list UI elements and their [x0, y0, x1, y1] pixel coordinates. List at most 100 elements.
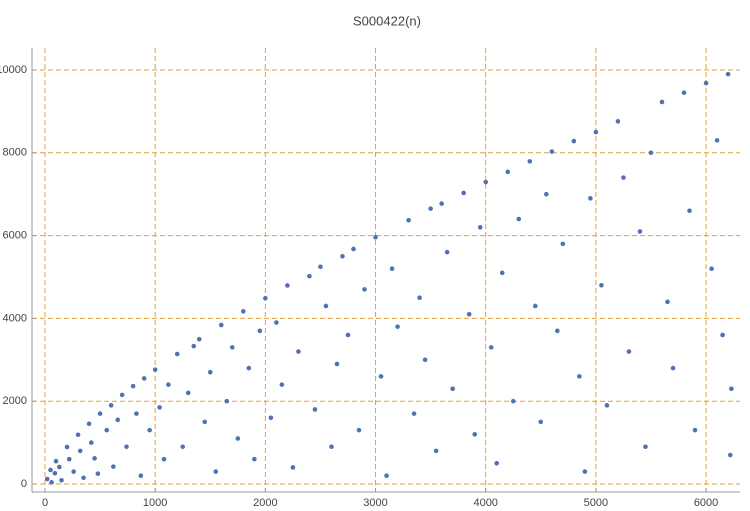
y-tick-label: 4000 [3, 312, 27, 324]
point [274, 320, 279, 325]
point [703, 80, 709, 86]
point [64, 444, 70, 450]
point [119, 392, 125, 398]
point [81, 475, 86, 481]
point [207, 369, 213, 375]
point [477, 225, 483, 230]
point [174, 351, 180, 357]
point [527, 159, 533, 164]
point [86, 421, 92, 427]
point [92, 456, 97, 461]
chart-title: S000422(n) [353, 13, 421, 28]
point [97, 411, 103, 416]
point [615, 119, 621, 124]
point [268, 415, 274, 421]
point [161, 456, 167, 462]
point [395, 324, 400, 329]
point [166, 382, 171, 387]
point [196, 336, 202, 342]
point [52, 470, 58, 476]
point [714, 138, 720, 143]
point [494, 461, 500, 466]
point [483, 179, 489, 185]
y-tick-label: 8000 [3, 147, 27, 159]
point [66, 456, 72, 462]
point [318, 264, 323, 270]
point [687, 208, 692, 214]
point [472, 432, 477, 437]
point [670, 365, 676, 371]
point [147, 427, 152, 433]
y-tick-label: 6000 [3, 230, 27, 242]
point [345, 332, 351, 338]
point [428, 206, 433, 211]
point [725, 71, 731, 77]
point [356, 427, 362, 433]
point [77, 448, 83, 454]
point [252, 456, 257, 462]
point [505, 169, 511, 175]
point [285, 283, 290, 288]
y-tick-label: 2000 [3, 395, 27, 407]
point [406, 217, 411, 223]
point [235, 436, 241, 441]
point [648, 150, 654, 156]
point [124, 444, 129, 450]
point [582, 469, 588, 474]
point [621, 175, 626, 180]
point [637, 229, 643, 234]
point [577, 374, 582, 379]
point [643, 444, 648, 450]
point [599, 282, 604, 288]
point [111, 464, 116, 469]
point [659, 99, 665, 105]
point [417, 295, 422, 300]
point [138, 473, 144, 479]
point [544, 191, 549, 197]
point [665, 299, 670, 305]
point [115, 417, 121, 423]
point [709, 266, 714, 272]
point [185, 390, 191, 396]
point [263, 295, 268, 301]
point [329, 444, 334, 450]
x-tick-label: 1000 [143, 497, 167, 509]
point [681, 90, 687, 96]
point [75, 432, 81, 438]
point [134, 411, 139, 416]
point [411, 411, 417, 416]
point [340, 253, 345, 259]
point [218, 322, 224, 328]
point [720, 332, 725, 338]
point [152, 367, 158, 372]
point [351, 246, 356, 252]
point [44, 476, 50, 482]
point [230, 345, 235, 350]
point [728, 452, 733, 458]
point [549, 149, 555, 154]
y-tick-label: 0 [21, 478, 27, 490]
point [307, 273, 312, 279]
point [334, 361, 340, 367]
point [555, 328, 560, 334]
x-tick-label: 6000 [694, 497, 718, 509]
point [213, 469, 219, 474]
point [224, 398, 230, 404]
point [246, 365, 252, 371]
point [444, 249, 450, 255]
point [384, 473, 389, 479]
point [466, 311, 472, 317]
point [433, 448, 439, 454]
point [626, 349, 632, 354]
point [71, 469, 76, 474]
point [729, 386, 734, 392]
point [516, 216, 522, 222]
point [362, 287, 367, 292]
point [95, 471, 101, 476]
point [312, 407, 318, 412]
point [450, 386, 455, 392]
point [571, 138, 577, 144]
point [290, 465, 296, 470]
x-tick-label: 2000 [253, 497, 277, 509]
